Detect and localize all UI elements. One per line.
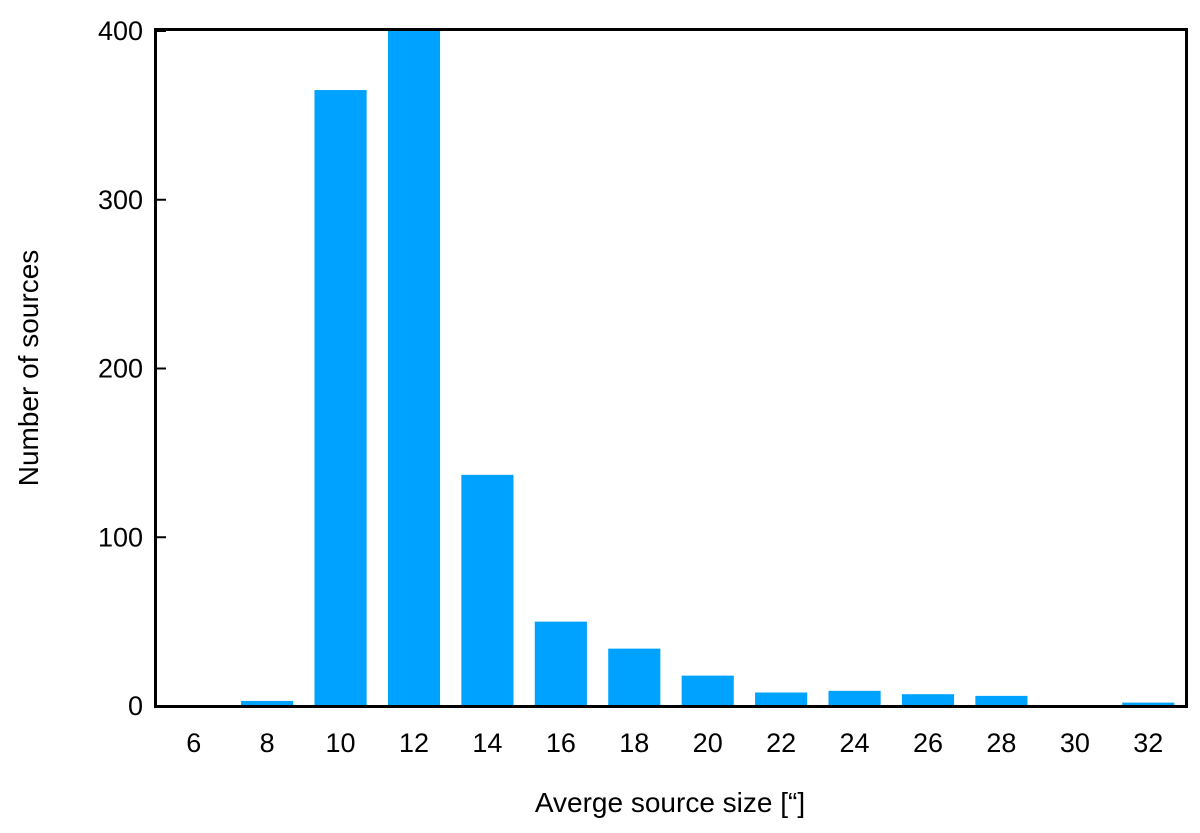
bar-10 <box>314 90 367 706</box>
y-tick-label-400: 400 <box>98 16 143 46</box>
bars-layer <box>241 31 1175 707</box>
x-tick-label-28: 28 <box>986 728 1016 758</box>
bar-8 <box>241 700 294 706</box>
x-tick-label-26: 26 <box>913 728 943 758</box>
bar-12 <box>387 31 441 706</box>
x-tick-label-20: 20 <box>693 728 723 758</box>
x-axis: 6 8 10 12 14 16 18 20 22 24 26 28 30 32 <box>186 728 1163 758</box>
bar-18 <box>608 648 661 707</box>
y-tick-label-100: 100 <box>98 522 143 552</box>
bar-26 <box>901 694 955 706</box>
bar-28 <box>975 695 1028 707</box>
x-tick-label-24: 24 <box>840 728 870 758</box>
x-tick-label-8: 8 <box>260 728 275 758</box>
bar-24 <box>828 690 881 706</box>
x-tick-label-14: 14 <box>472 728 502 758</box>
y-axis: 0 100 200 300 400 <box>98 16 166 721</box>
x-tick-label-22: 22 <box>766 728 796 758</box>
bar-14 <box>461 474 514 706</box>
bar-16 <box>534 621 587 707</box>
bar-22 <box>755 692 808 706</box>
y-axis-title: Number of sources <box>13 250 44 487</box>
bar-20 <box>681 675 734 707</box>
y-tick-label-200: 200 <box>98 354 143 384</box>
y-tick-label-300: 300 <box>98 185 143 215</box>
x-tick-label-18: 18 <box>619 728 649 758</box>
x-tick-label-10: 10 <box>326 728 356 758</box>
x-tick-label-12: 12 <box>399 728 429 758</box>
y-tick-label-0: 0 <box>128 691 143 721</box>
plot-frame <box>154 28 1188 708</box>
x-tick-label-6: 6 <box>186 728 201 758</box>
x-axis-title: Averge source size [“] <box>535 787 805 818</box>
x-tick-label-30: 30 <box>1060 728 1090 758</box>
bar-32 <box>1122 702 1175 707</box>
x-tick-label-16: 16 <box>546 728 576 758</box>
x-tick-label-32: 32 <box>1133 728 1163 758</box>
